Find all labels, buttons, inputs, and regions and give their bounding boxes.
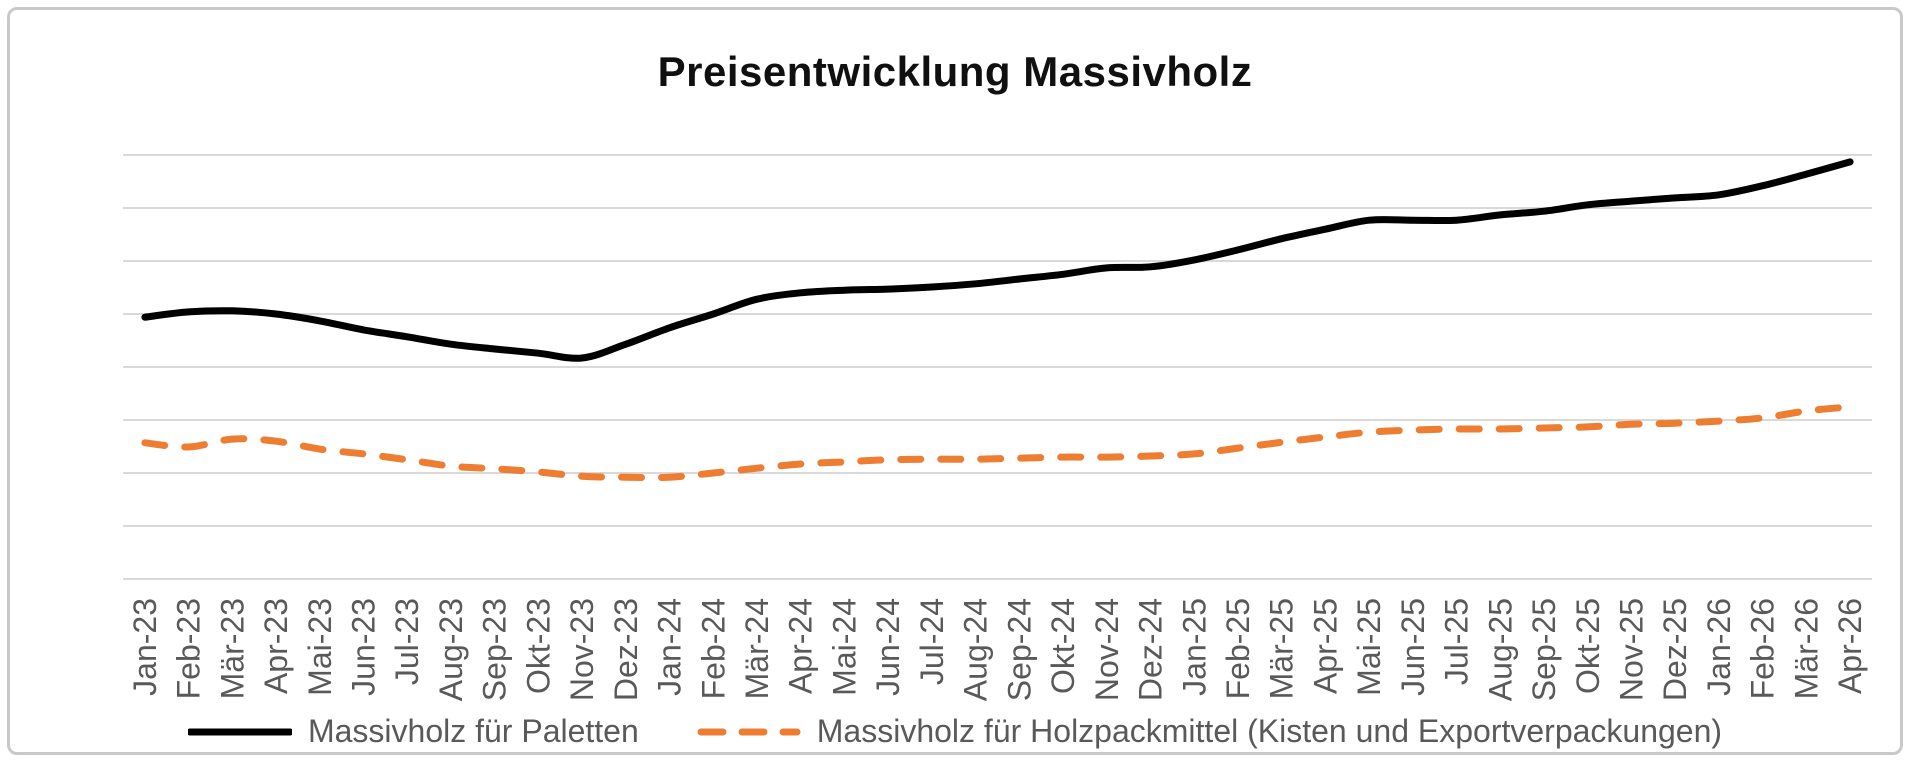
svg-text:Nov-24: Nov-24 (1089, 598, 1125, 701)
solid-line-swatch-icon (187, 728, 292, 735)
svg-text:Apr-23: Apr-23 (258, 598, 294, 694)
svg-text:Jul-25: Jul-25 (1439, 598, 1475, 685)
legend-label-paletten: Massivholz für Paletten (307, 713, 639, 749)
svg-text:Feb-23: Feb-23 (171, 598, 207, 699)
legend-item-holzpackmittel: Massivholz für Holzpackmittel (Kisten un… (697, 713, 1722, 750)
svg-text:Okt-23: Okt-23 (520, 598, 556, 694)
svg-text:Aug-24: Aug-24 (958, 598, 994, 701)
svg-text:Okt-25: Okt-25 (1570, 598, 1606, 694)
x-axis-labels: Jan-23 Feb-23 Mär-23 Apr-23 Mai-23 Jun-23 Jul-… (127, 598, 1868, 701)
svg-text:Sep-25: Sep-25 (1526, 598, 1562, 701)
svg-text:Mär-25: Mär-25 (1264, 598, 1300, 699)
legend: Massivholz für Paletten Massivholz für H… (10, 713, 1900, 750)
legend-label-holzpackmittel: Massivholz für Holzpackmittel (Kisten un… (816, 713, 1723, 749)
dashed-line-swatch-icon (697, 728, 801, 735)
svg-text:Dez-24: Dez-24 (1133, 598, 1169, 701)
svg-text:Mai-23: Mai-23 (302, 598, 338, 696)
gridlines (123, 154, 1872, 580)
svg-text:Feb-26: Feb-26 (1745, 598, 1781, 699)
svg-text:Sep-24: Sep-24 (1001, 598, 1037, 701)
svg-text:Feb-25: Feb-25 (1220, 598, 1256, 699)
svg-text:Apr-26: Apr-26 (1832, 598, 1868, 694)
svg-text:Mär-24: Mär-24 (739, 598, 775, 699)
svg-text:Jan-26: Jan-26 (1701, 598, 1737, 696)
svg-text:Jan-24: Jan-24 (652, 598, 688, 696)
legend-item-paletten: Massivholz für Paletten (187, 713, 639, 750)
svg-text:Nov-25: Nov-25 (1614, 598, 1650, 701)
svg-text:Nov-23: Nov-23 (564, 598, 600, 701)
svg-text:Sep-23: Sep-23 (477, 598, 513, 701)
series-lines (141, 158, 1854, 482)
svg-text:Jul-23: Jul-23 (389, 598, 425, 685)
svg-text:Aug-23: Aug-23 (433, 598, 469, 701)
chart-title: Preisentwicklung Massivholz (657, 48, 1253, 95)
svg-text:Mär-26: Mär-26 (1788, 598, 1824, 699)
svg-text:Mai-25: Mai-25 (1351, 598, 1387, 696)
svg-text:Mai-24: Mai-24 (826, 598, 862, 696)
svg-text:Jun-24: Jun-24 (870, 598, 906, 696)
plot-area: Jan-23 Feb-23 Mär-23 Apr-23 Mai-23 Jun-23 Jul-… (123, 154, 1872, 701)
svg-text:Apr-25: Apr-25 (1307, 598, 1343, 694)
chart-frame: Preisentwicklung Massivholz Jan-23 Feb-23… (7, 7, 1903, 755)
svg-text:Jan-23: Jan-23 (127, 598, 163, 696)
svg-text:Jun-23: Jun-23 (345, 598, 381, 696)
svg-text:Aug-25: Aug-25 (1482, 598, 1518, 701)
svg-text:Mär-23: Mär-23 (214, 598, 250, 699)
svg-text:Dez-25: Dez-25 (1657, 598, 1693, 701)
svg-text:Okt-24: Okt-24 (1045, 598, 1081, 694)
svg-text:Apr-24: Apr-24 (783, 598, 819, 694)
svg-text:Dez-23: Dez-23 (608, 598, 644, 701)
svg-text:Jan-25: Jan-25 (1176, 598, 1212, 696)
svg-text:Jul-24: Jul-24 (914, 598, 950, 685)
svg-text:Feb-24: Feb-24 (695, 598, 731, 699)
svg-text:Jun-25: Jun-25 (1395, 598, 1431, 696)
